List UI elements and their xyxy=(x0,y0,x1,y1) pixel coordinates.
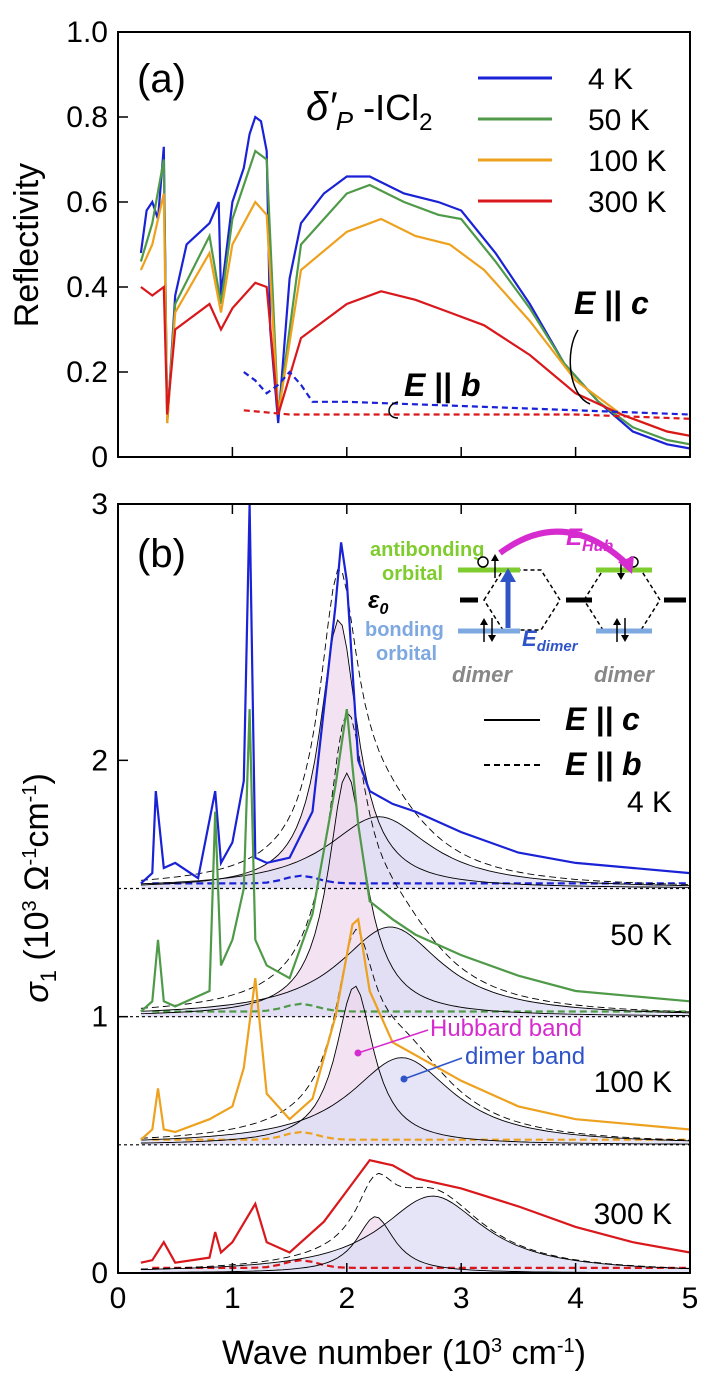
band-fit-hubbard-band-50-k xyxy=(140,772,690,1017)
band-fit-dimer-band-4-k xyxy=(140,816,691,887)
legend-label-3: 300 K xyxy=(588,186,666,219)
panel-a-ytick-label: 0.4 xyxy=(66,271,108,304)
sigma-line-100-k-e-c xyxy=(140,917,691,1141)
dimer-pointer-dot xyxy=(400,1075,408,1083)
panel-a: 0 0.2 0.4 0.6 0.8 1.0 (a) δ′P -ICl2 4 K 50 K 10… xyxy=(8,16,691,474)
panel-b-xtick-label: 4 xyxy=(567,1282,584,1315)
legend-temperature: 4 K 50 K 100 K 300 K xyxy=(478,63,666,219)
orbital-label-2: orbital xyxy=(376,643,437,665)
band-fit-dimer-band-50-k xyxy=(140,926,691,1014)
panel-a-ytick-label: 0 xyxy=(91,441,108,474)
band-fit-dimer-band-100-k xyxy=(140,1057,691,1142)
ehub-arrow xyxy=(498,528,631,568)
right-bond-spin-up-head xyxy=(613,618,621,625)
panel-b-xtick-label: 2 xyxy=(338,1282,355,1315)
right-bond-spin-down-head xyxy=(621,635,629,642)
dimer-band-label: dimer band xyxy=(465,1043,585,1070)
hubbard-pointer xyxy=(357,1029,429,1054)
panel-a-ytick-label: 0.8 xyxy=(66,101,108,134)
panel-a-ylabel: Reflectivity xyxy=(8,163,46,327)
panel-b: 0 1 2 3 4 5 0 1 2 3 (b) E || c E || b 4 K 50 K 10… xyxy=(18,488,698,1372)
panel-a-frame xyxy=(117,31,691,458)
reflectivity-line-4-k-e-b xyxy=(243,370,691,416)
left-spin-up-top-head xyxy=(491,554,499,561)
hubbard-band-label: Hubbard band xyxy=(430,1015,582,1042)
total-fit-50k xyxy=(140,711,691,1013)
orbital-label-1: orbital xyxy=(382,563,443,585)
sigma-e-b-50k xyxy=(152,1002,690,1013)
panel-b-xtick-label: 5 xyxy=(682,1282,699,1315)
temp-label-100k: 100 K xyxy=(594,1066,672,1099)
panel-b-xtick-label: 3 xyxy=(453,1282,470,1315)
annotation-e-parallel-b: E || b xyxy=(404,367,481,403)
legend-e-b-label: E || b xyxy=(565,746,642,782)
panel-b-ylabel: σ1 (103 Ω-1cm-1) xyxy=(18,773,61,1003)
panel-a-ytick-label: 1.0 xyxy=(66,16,108,49)
legend-label-2: 100 K xyxy=(588,145,666,178)
annotation-e-parallel-c: E || c xyxy=(574,285,649,321)
temp-label-4k: 4 K xyxy=(627,786,672,819)
epsilon-zero-label: ε0 xyxy=(368,587,388,618)
panel-a-ytick-label: 0.6 xyxy=(66,186,108,219)
panel-a-ytick-label: 0.2 xyxy=(66,356,108,389)
legend-label-1: 50 K xyxy=(588,104,650,137)
sigma-e-b-100k xyxy=(152,1130,690,1141)
hubbard-pointer-dot xyxy=(354,1049,362,1057)
sigma-e-b-300k xyxy=(152,1259,690,1269)
band-fit-hubbard-band-4-k xyxy=(140,619,691,888)
dimer-pointer xyxy=(403,1057,463,1080)
panel-b-xlabel: Wave number (103 cm-1) xyxy=(222,1334,586,1372)
bonding-label: bonding xyxy=(365,619,444,641)
band-fill-dimer-band-300-k xyxy=(140,1196,690,1273)
antibonding-label: antibonding xyxy=(370,539,484,561)
total-fit-4k xyxy=(140,569,691,885)
panel-b-ytick-label: 3 xyxy=(91,488,108,521)
compound-label: δ′P -ICl2 xyxy=(306,85,432,136)
band-fill-dimer-band-100-k xyxy=(140,1057,690,1145)
panel-b-ytick-label: 2 xyxy=(91,744,108,777)
temp-label-300k: 300 K xyxy=(594,1198,672,1231)
ehub-label: EHub xyxy=(566,524,613,555)
sigma-line-50-k-e-c xyxy=(140,708,691,1013)
left-dimer-hexagon xyxy=(483,569,561,631)
left-bond-spin-up-head xyxy=(480,618,488,625)
dimer-label-left: dimer xyxy=(452,662,513,687)
panel-b-frame xyxy=(117,503,691,1274)
panel-b-xtick-label: 0 xyxy=(110,1282,127,1315)
band-fill-dimer-band-4-k xyxy=(140,816,690,889)
band-fit-hubbard-band-100-k xyxy=(140,985,690,1145)
reflectivity-line-300-k-e-b xyxy=(243,409,691,420)
temp-label-50k: 50 K xyxy=(610,919,672,952)
left-bond-spin-down-head xyxy=(488,635,496,642)
legend-e-c-label: E || c xyxy=(565,701,640,737)
band-fill-dimer-band-50-k xyxy=(140,927,690,1017)
legend-polarization: E || c E || b xyxy=(484,701,642,782)
total-fit-100k xyxy=(140,928,691,1141)
edimer-arrow-head xyxy=(500,568,516,582)
sigma-line-300-k-e-c xyxy=(140,1158,691,1264)
reflectivity-line-300-k-e-c xyxy=(140,281,691,437)
right-dimer-hexagon xyxy=(583,569,661,631)
sigma-line-4-k-e-c xyxy=(140,503,691,885)
left-hole xyxy=(477,556,489,568)
panel-b-label: (b) xyxy=(137,532,186,576)
edimer-label: Edimer xyxy=(522,626,579,655)
sigma-e-b-4k xyxy=(152,874,690,885)
legend-label-0: 4 K xyxy=(588,63,633,96)
annotation-b-bracket xyxy=(388,401,399,419)
dimer-label-right: dimer xyxy=(594,662,655,687)
panel-b-ytick-label: 0 xyxy=(91,1257,108,1290)
right-spin-down-top-head xyxy=(617,573,625,580)
panel-b-ytick-label: 1 xyxy=(91,1001,108,1034)
ehub-arrow-head xyxy=(618,556,634,574)
annotation-c-bracket xyxy=(569,329,591,405)
panel-a-label: (a) xyxy=(137,57,186,101)
panel-b-xtick-label: 1 xyxy=(224,1282,241,1315)
energy-diagram: antibonding orbital bonding orbital ε0 E… xyxy=(365,524,686,687)
